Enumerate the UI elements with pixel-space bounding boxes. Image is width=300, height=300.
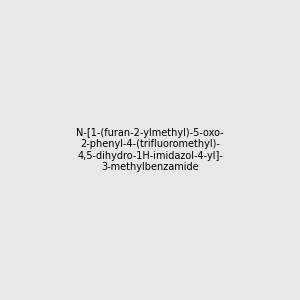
Text: N-[1-(furan-2-ylmethyl)-5-oxo-
2-phenyl-4-(trifluoromethyl)-
4,5-dihydro-1H-imid: N-[1-(furan-2-ylmethyl)-5-oxo- 2-phenyl-…	[76, 128, 224, 172]
